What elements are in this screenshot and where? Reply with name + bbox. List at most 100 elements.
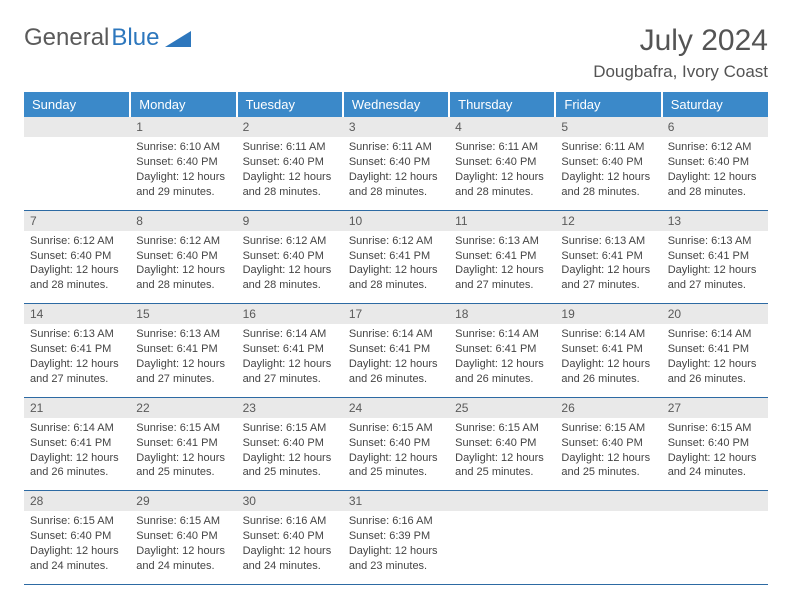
sunrise-text: Sunrise: 6:13 AM — [30, 327, 124, 342]
sunset-text: Sunset: 6:40 PM — [668, 155, 762, 170]
daylight-text: Daylight: 12 hours and 28 minutes. — [455, 170, 549, 200]
sunset-text: Sunset: 6:41 PM — [30, 436, 124, 451]
day-cell — [449, 491, 555, 585]
week-row: 14Sunrise: 6:13 AMSunset: 6:41 PMDayligh… — [24, 304, 768, 398]
sunrise-text: Sunrise: 6:13 AM — [136, 327, 230, 342]
day-cell — [24, 117, 130, 210]
title-block: July 2024 Dougbafra, Ivory Coast — [593, 24, 768, 82]
sunrise-text: Sunrise: 6:12 AM — [30, 234, 124, 249]
daylight-text: Daylight: 12 hours and 26 minutes. — [455, 357, 549, 387]
brand-word1: General — [24, 24, 109, 52]
sunrise-text: Sunrise: 6:16 AM — [243, 514, 337, 529]
day-cell: 9Sunrise: 6:12 AMSunset: 6:40 PMDaylight… — [237, 210, 343, 304]
daylight-text: Daylight: 12 hours and 24 minutes. — [243, 544, 337, 574]
calendar-body: 1Sunrise: 6:10 AMSunset: 6:40 PMDaylight… — [24, 117, 768, 584]
sunset-text: Sunset: 6:41 PM — [668, 249, 762, 264]
sunset-text: Sunset: 6:41 PM — [455, 249, 549, 264]
day-number: 11 — [449, 211, 555, 231]
week-row: 7Sunrise: 6:12 AMSunset: 6:40 PMDaylight… — [24, 210, 768, 304]
sunrise-text: Sunrise: 6:15 AM — [455, 421, 549, 436]
sunrise-text: Sunrise: 6:11 AM — [349, 140, 443, 155]
sunset-text: Sunset: 6:41 PM — [455, 342, 549, 357]
day-cell: 21Sunrise: 6:14 AMSunset: 6:41 PMDayligh… — [24, 397, 130, 491]
day-cell: 12Sunrise: 6:13 AMSunset: 6:41 PMDayligh… — [555, 210, 661, 304]
page-header: GeneralBlue July 2024 Dougbafra, Ivory C… — [24, 24, 768, 82]
day-cell: 30Sunrise: 6:16 AMSunset: 6:40 PMDayligh… — [237, 491, 343, 585]
day-cell: 3Sunrise: 6:11 AMSunset: 6:40 PMDaylight… — [343, 117, 449, 210]
day-number: 9 — [237, 211, 343, 231]
sunrise-text: Sunrise: 6:14 AM — [561, 327, 655, 342]
sunrise-text: Sunrise: 6:12 AM — [243, 234, 337, 249]
day-number: 25 — [449, 398, 555, 418]
day-cell: 18Sunrise: 6:14 AMSunset: 6:41 PMDayligh… — [449, 304, 555, 398]
daylight-text: Daylight: 12 hours and 28 minutes. — [668, 170, 762, 200]
day-cell — [555, 491, 661, 585]
day-cell: 22Sunrise: 6:15 AMSunset: 6:41 PMDayligh… — [130, 397, 236, 491]
sunset-text: Sunset: 6:41 PM — [30, 342, 124, 357]
daylight-text: Daylight: 12 hours and 25 minutes. — [349, 451, 443, 481]
sunset-text: Sunset: 6:41 PM — [136, 436, 230, 451]
day-cell: 4Sunrise: 6:11 AMSunset: 6:40 PMDaylight… — [449, 117, 555, 210]
day-cell: 7 Sunrise: 6:12 AMSunset: 6:40 PMDaylight… — [24, 210, 130, 304]
daylight-text: Daylight: 12 hours and 28 minutes. — [136, 263, 230, 293]
sunrise-text: Sunrise: 6:12 AM — [349, 234, 443, 249]
day-number: 28 — [24, 491, 130, 511]
weekday-header-row: Sunday Monday Tuesday Wednesday Thursday… — [24, 92, 768, 117]
day-number: 27 — [662, 398, 768, 418]
daylight-text: Daylight: 12 hours and 24 minutes. — [668, 451, 762, 481]
brand-triangle-icon — [165, 29, 191, 47]
weekday-header: Thursday — [449, 92, 555, 117]
sunrise-text: Sunrise: 6:15 AM — [136, 514, 230, 529]
day-cell: 13Sunrise: 6:13 AMSunset: 6:41 PMDayligh… — [662, 210, 768, 304]
day-cell: 29Sunrise: 6:15 AMSunset: 6:40 PMDayligh… — [130, 491, 236, 585]
day-cell: 14Sunrise: 6:13 AMSunset: 6:41 PMDayligh… — [24, 304, 130, 398]
day-cell: 26Sunrise: 6:15 AMSunset: 6:40 PMDayligh… — [555, 397, 661, 491]
sunrise-text: Sunrise: 6:15 AM — [668, 421, 762, 436]
sunrise-text: Sunrise: 6:14 AM — [349, 327, 443, 342]
month-title: July 2024 — [593, 24, 768, 58]
week-row: 21Sunrise: 6:14 AMSunset: 6:41 PMDayligh… — [24, 397, 768, 491]
daylight-text: Daylight: 12 hours and 28 minutes. — [30, 263, 124, 293]
day-number: 18 — [449, 304, 555, 324]
day-number — [24, 117, 130, 137]
daylight-text: Daylight: 12 hours and 27 minutes. — [668, 263, 762, 293]
day-cell: 16Sunrise: 6:14 AMSunset: 6:41 PMDayligh… — [237, 304, 343, 398]
sunset-text: Sunset: 6:40 PM — [455, 155, 549, 170]
daylight-text: Daylight: 12 hours and 25 minutes. — [136, 451, 230, 481]
daylight-text: Daylight: 12 hours and 28 minutes. — [349, 170, 443, 200]
day-cell — [662, 491, 768, 585]
sunset-text: Sunset: 6:40 PM — [349, 436, 443, 451]
sunrise-text: Sunrise: 6:15 AM — [136, 421, 230, 436]
sunset-text: Sunset: 6:40 PM — [668, 436, 762, 451]
weekday-header: Friday — [555, 92, 661, 117]
day-number: 7 — [24, 211, 130, 231]
sunset-text: Sunset: 6:40 PM — [30, 529, 124, 544]
weekday-header: Sunday — [24, 92, 130, 117]
daylight-text: Daylight: 12 hours and 25 minutes. — [243, 451, 337, 481]
sunset-text: Sunset: 6:41 PM — [561, 249, 655, 264]
sunset-text: Sunset: 6:40 PM — [30, 249, 124, 264]
day-cell: 28Sunrise: 6:15 AMSunset: 6:40 PMDayligh… — [24, 491, 130, 585]
daylight-text: Daylight: 12 hours and 27 minutes. — [455, 263, 549, 293]
day-cell: 1Sunrise: 6:10 AMSunset: 6:40 PMDaylight… — [130, 117, 236, 210]
daylight-text: Daylight: 12 hours and 27 minutes. — [561, 263, 655, 293]
daylight-text: Daylight: 12 hours and 29 minutes. — [136, 170, 230, 200]
sunset-text: Sunset: 6:40 PM — [243, 436, 337, 451]
day-number: 23 — [237, 398, 343, 418]
day-cell: 15Sunrise: 6:13 AMSunset: 6:41 PMDayligh… — [130, 304, 236, 398]
day-cell: 2Sunrise: 6:11 AMSunset: 6:40 PMDaylight… — [237, 117, 343, 210]
sunrise-text: Sunrise: 6:15 AM — [30, 514, 124, 529]
daylight-text: Daylight: 12 hours and 23 minutes. — [349, 544, 443, 574]
day-number: 10 — [343, 211, 449, 231]
day-number: 17 — [343, 304, 449, 324]
sunrise-text: Sunrise: 6:14 AM — [668, 327, 762, 342]
day-cell: 20Sunrise: 6:14 AMSunset: 6:41 PMDayligh… — [662, 304, 768, 398]
sunset-text: Sunset: 6:40 PM — [243, 155, 337, 170]
sunset-text: Sunset: 6:39 PM — [349, 529, 443, 544]
day-number: 3 — [343, 117, 449, 137]
week-row: 1Sunrise: 6:10 AMSunset: 6:40 PMDaylight… — [24, 117, 768, 210]
weekday-header: Tuesday — [237, 92, 343, 117]
day-number: 30 — [237, 491, 343, 511]
day-cell: 25Sunrise: 6:15 AMSunset: 6:40 PMDayligh… — [449, 397, 555, 491]
day-cell: 31Sunrise: 6:16 AMSunset: 6:39 PMDayligh… — [343, 491, 449, 585]
